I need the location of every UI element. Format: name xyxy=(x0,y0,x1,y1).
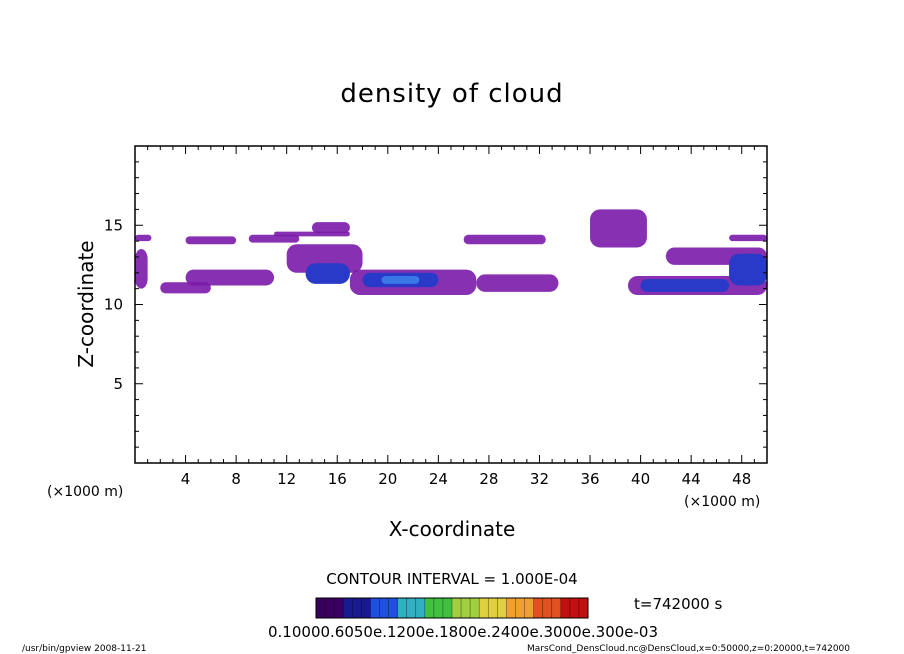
cloud-cell xyxy=(135,249,148,289)
cloud-cell xyxy=(729,234,767,242)
cloud-cell xyxy=(476,274,559,292)
x-unit-right: (×1000 m) xyxy=(684,494,760,510)
cloud-cell xyxy=(729,253,767,286)
y-tick-label: 15 xyxy=(104,216,123,234)
colorbar-frame xyxy=(315,597,589,619)
colorbar-segment xyxy=(343,598,371,618)
contour-interval: CONTOUR INTERVAL = 1.000E-04 xyxy=(326,570,577,588)
x-axis-label: X-coordinate xyxy=(389,517,516,541)
cloud-layers xyxy=(135,209,767,295)
y-axis-label: Z-coordinate xyxy=(74,240,98,367)
cloud-cell xyxy=(305,263,350,284)
colorbar-labels: 0.10000.6050e.1200e.1800e.2400e.3000e.30… xyxy=(268,623,658,641)
footer-left: /usr/bin/gpview 2008-11-21 xyxy=(22,644,146,654)
x-tick-label: 4 xyxy=(181,470,191,488)
colorbar-segment xyxy=(370,598,399,618)
y-ticks xyxy=(135,161,767,448)
y-tick-labels: 5 10 15 xyxy=(104,216,123,393)
x-tick-label: 24 xyxy=(429,470,448,488)
plot-area xyxy=(135,146,767,463)
x-tick-label: 8 xyxy=(231,470,241,488)
colorbar xyxy=(315,598,589,618)
chart-title: density of cloud xyxy=(340,79,563,109)
x-ticks xyxy=(147,146,755,463)
footer-right: MarsCond_DensCloud.nc@DensCloud,x=0:5000… xyxy=(527,644,850,654)
x-tick-label: 32 xyxy=(530,470,549,488)
colorbar-segment xyxy=(506,598,535,618)
colorbar-segment xyxy=(533,598,562,618)
x-tick-label: 44 xyxy=(682,470,701,488)
cloud-cell xyxy=(135,234,152,242)
colorbar-segment xyxy=(316,598,344,618)
y-tick-label: 10 xyxy=(104,296,123,314)
x-tick-label: 12 xyxy=(277,470,296,488)
colorbar-segment xyxy=(397,598,426,618)
cloud-cell xyxy=(590,209,647,248)
x-tick-label: 40 xyxy=(631,470,650,488)
cloud-cell xyxy=(463,234,546,245)
colorbar-segment xyxy=(424,598,453,618)
time-label: t=742000 s xyxy=(634,595,722,613)
x-tick-label: 20 xyxy=(378,470,397,488)
cloud-cell xyxy=(185,236,237,245)
x-tick-labels: 4 8 12 16 20 24 28 32 36 40 44 48 xyxy=(181,470,751,488)
y-tick-label: 5 xyxy=(113,375,123,393)
cloud-cell xyxy=(185,269,275,286)
cloud-cell xyxy=(640,279,730,292)
colorbar-segment xyxy=(452,598,480,618)
cloud-cell xyxy=(311,222,350,234)
x-unit-left: (×1000 m) xyxy=(47,484,123,500)
colorbar-segment xyxy=(479,598,507,618)
cloud-cell xyxy=(248,234,300,243)
x-tick-label: 16 xyxy=(328,470,347,488)
x-tick-label: 36 xyxy=(580,470,599,488)
cloud-cell xyxy=(381,275,420,284)
colorbar-segment xyxy=(560,598,589,618)
x-tick-label: 28 xyxy=(479,470,498,488)
x-tick-label: 48 xyxy=(732,470,751,488)
